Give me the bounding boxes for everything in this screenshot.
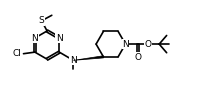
Text: O: O — [135, 53, 142, 62]
Text: Cl: Cl — [12, 49, 21, 58]
Text: N: N — [122, 40, 129, 49]
Polygon shape — [73, 56, 104, 60]
Text: N: N — [56, 34, 63, 43]
Text: N: N — [31, 34, 38, 43]
Text: O: O — [145, 40, 152, 49]
Text: S: S — [39, 16, 44, 25]
Text: N: N — [70, 56, 77, 65]
